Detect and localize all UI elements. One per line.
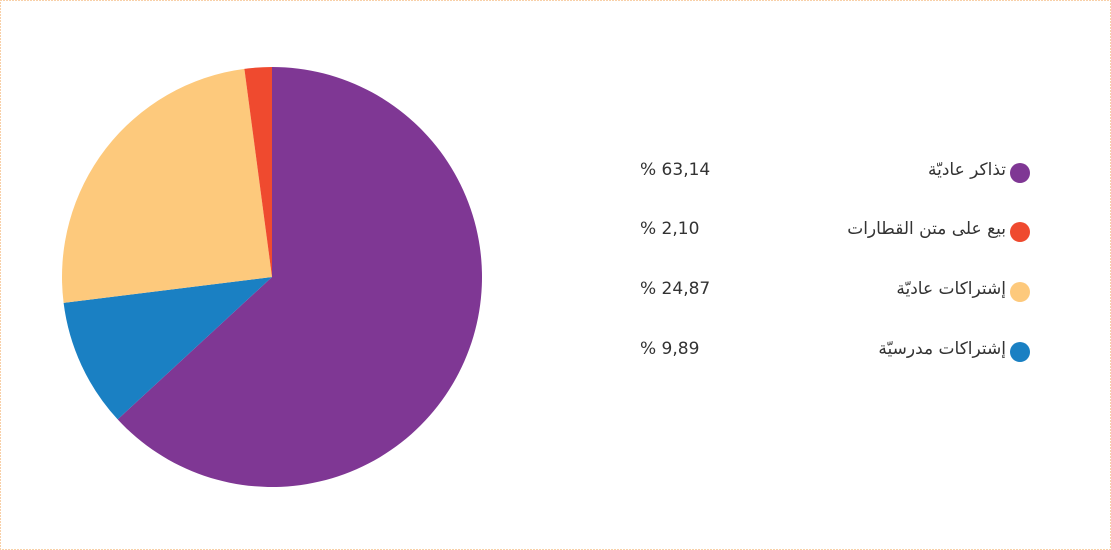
- legend-marker: [1010, 222, 1030, 242]
- legend-label: بيع على متن القطارات: [847, 219, 1006, 239]
- pie-slice: [117, 67, 482, 487]
- legend-label: إشتراكات عاديّة: [896, 279, 1006, 299]
- value-label: % 24,87: [640, 279, 710, 299]
- legend-label: تذاكر عاديّة: [928, 160, 1006, 180]
- value-label: % 63,14: [640, 160, 710, 180]
- legend-marker: [1010, 342, 1030, 362]
- value-label: % 2,10: [640, 219, 699, 239]
- pie-slice: [244, 67, 272, 277]
- value-label: % 9,89: [640, 339, 699, 359]
- legend-marker: [1010, 282, 1030, 302]
- legend-marker: [1010, 163, 1030, 183]
- legend-label: إشتراكات مدرسيّة: [878, 339, 1006, 359]
- pie-slice: [61, 68, 272, 303]
- pie-slice: [63, 277, 272, 420]
